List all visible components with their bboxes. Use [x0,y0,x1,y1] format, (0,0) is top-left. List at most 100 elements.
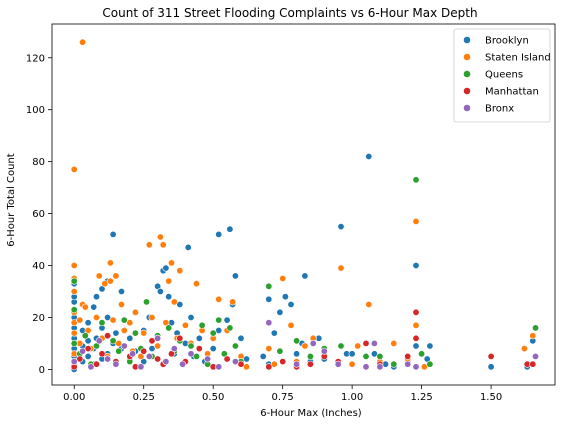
point-staten-island-49 [215,295,223,303]
point-bronx-11 [162,358,170,366]
point-staten-island-3 [70,287,78,295]
series-bronx [70,319,539,371]
point-brooklyn-27 [109,230,117,238]
point-brooklyn-47 [165,293,173,301]
y-axis: 0 20 40 60 80 100 120 [26,53,52,376]
point-queens-34 [265,282,273,290]
y-tick-label: 120 [26,53,45,64]
point-manhattan-34 [529,360,537,368]
legend-marker-brooklyn [463,36,471,44]
y-tick-label: 20 [32,313,45,324]
point-manhattan-21 [265,363,273,371]
point-manhattan-27 [362,339,370,347]
point-queens-45 [426,360,434,368]
point-staten-island-26 [120,326,128,334]
point-bronx-0 [70,358,78,366]
point-bronx-7 [129,350,137,358]
point-bronx-12 [170,345,178,353]
x-axis-label: 6-Hour Max (Inches) [260,408,361,419]
point-staten-island-21 [106,277,114,285]
point-brooklyn-72 [281,293,289,301]
point-brooklyn-53 [184,243,192,251]
legend-marker-manhattan [463,87,471,95]
x-tick-label: 1.50 [480,392,502,403]
point-brooklyn-70 [270,329,278,337]
point-queens-10 [109,337,117,345]
point-staten-island-39 [168,259,176,267]
point-manhattan-4 [98,350,106,358]
y-tick-label: 80 [32,157,45,168]
legend-label: Brooklyn [485,36,529,47]
point-bronx-20 [309,339,317,347]
point-staten-island-64 [354,342,362,350]
y-tick-label: 60 [32,209,45,220]
point-manhattan-1 [76,355,84,363]
point-queens-36 [293,337,301,345]
point-manhattan-24 [306,360,314,368]
x-tick-label: 0.50 [202,392,224,403]
point-bronx-14 [187,350,195,358]
point-staten-island-40 [170,298,178,306]
x-tick-label: 1.25 [410,392,432,403]
point-brooklyn-46 [162,264,170,272]
point-queens-1 [70,306,78,314]
point-brooklyn-65 [237,334,245,342]
point-brooklyn-73 [287,300,295,308]
point-bronx-17 [231,358,239,366]
point-queens-28 [209,329,217,337]
point-queens-11 [115,347,123,355]
point-staten-island-45 [193,280,201,288]
point-brooklyn-35 [126,334,134,342]
point-brooklyn-88 [412,261,420,269]
point-manhattan-22 [279,358,287,366]
legend-label: Staten Island [485,53,551,64]
point-brooklyn-64 [231,272,239,280]
point-staten-island-65 [365,300,373,308]
legend-label: Manhattan [485,87,539,98]
point-brooklyn-44 [156,287,164,295]
point-bronx-5 [112,360,120,368]
point-bronx-26 [404,360,412,368]
point-staten-island-31 [140,329,148,337]
x-tick-label: 0.25 [133,392,155,403]
point-brooklyn-74 [293,350,301,358]
point-staten-island-54 [265,345,273,353]
point-bronx-18 [265,319,273,327]
point-bronx-3 [95,337,103,345]
point-queens-46 [531,324,539,332]
point-staten-island-32 [145,241,153,249]
point-staten-island-16 [95,272,103,280]
point-brooklyn-30 [112,329,120,337]
point-queens-43 [412,176,420,184]
point-brooklyn-82 [348,350,356,358]
point-bronx-8 [137,363,145,371]
point-queens-2 [70,339,78,347]
y-axis-label: 6-Hour Total Count [6,153,17,247]
point-bronx-15 [204,355,212,363]
point-bronx-4 [104,355,112,363]
point-staten-island-62 [337,264,345,272]
series-queens [70,176,539,368]
y-tick-label: 0 [39,365,45,376]
x-tick-label: 1.00 [341,392,363,403]
point-staten-island-20 [106,259,114,267]
point-manhattan-3 [93,360,101,368]
point-staten-island-35 [156,233,164,241]
point-brooklyn-54 [187,313,195,321]
point-bronx-23 [362,363,370,371]
point-manhattan-32 [487,352,495,360]
point-staten-island-8 [76,316,84,324]
point-queens-37 [306,352,314,360]
point-brooklyn-15 [84,319,92,327]
point-queens-29 [215,316,223,324]
point-manhattan-20 [237,360,245,368]
point-manhattan-12 [154,355,162,363]
point-queens-20 [165,324,173,332]
point-staten-island-5 [70,319,78,327]
point-manhattan-30 [412,308,420,316]
point-queens-24 [187,342,195,350]
point-brooklyn-31 [118,287,126,295]
point-bronx-21 [320,347,328,355]
point-staten-island-33 [148,313,156,321]
legend-marker-staten-island [463,53,471,61]
